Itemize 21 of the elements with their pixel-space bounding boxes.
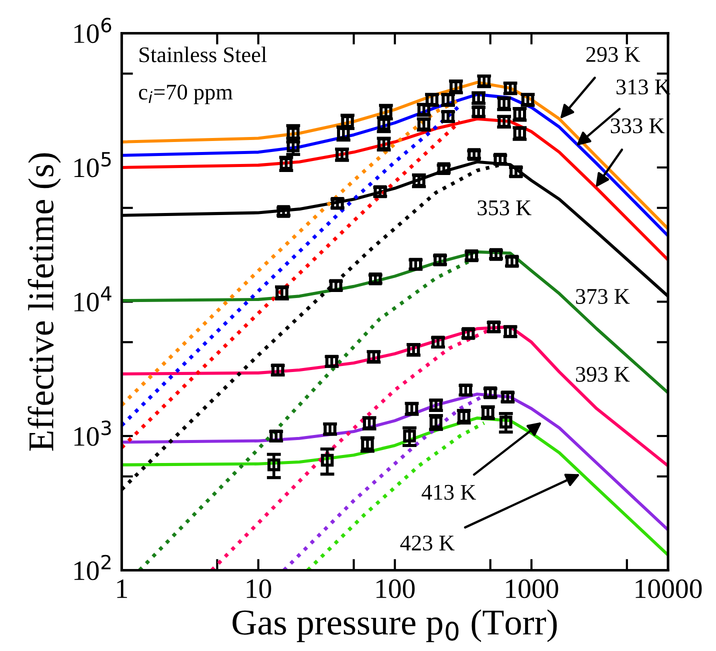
x-tick-label: 100 — [376, 579, 415, 598]
y-tick-label: 10$^{6}$ — [74, 18, 112, 44]
x-tick-label: 10 — [246, 579, 272, 598]
x-axis-title: Gas pressure p$_{0}$ (Torr) — [232, 609, 557, 642]
y-axis-title: Effective lifetime (s) — [28, 153, 61, 451]
annotation: 423 K — [400, 536, 455, 551]
annotation: 293 K — [586, 47, 640, 62]
x-tick-label: 1000 — [506, 579, 558, 598]
y-tick-label: 10$^{2}$ — [74, 554, 110, 580]
annotation: 413 K — [422, 484, 476, 500]
annotation: c$_{i}$=70 ppm — [138, 84, 233, 104]
y-tick-label: 10$^{3}$ — [74, 420, 111, 446]
annotation: Stainless Steel — [140, 46, 267, 62]
y-tick-label: 10$^{4}$ — [74, 286, 112, 312]
annotation: 353 K — [478, 200, 532, 216]
annotation: 373 K — [576, 289, 630, 304]
x-tick-label: 10000 — [636, 579, 702, 598]
x-tick-label: 1 — [117, 580, 127, 598]
y-tick-label: 10$^{5}$ — [74, 152, 111, 178]
annotation: 393 K — [576, 366, 630, 382]
annotation: 333 K — [610, 118, 665, 134]
